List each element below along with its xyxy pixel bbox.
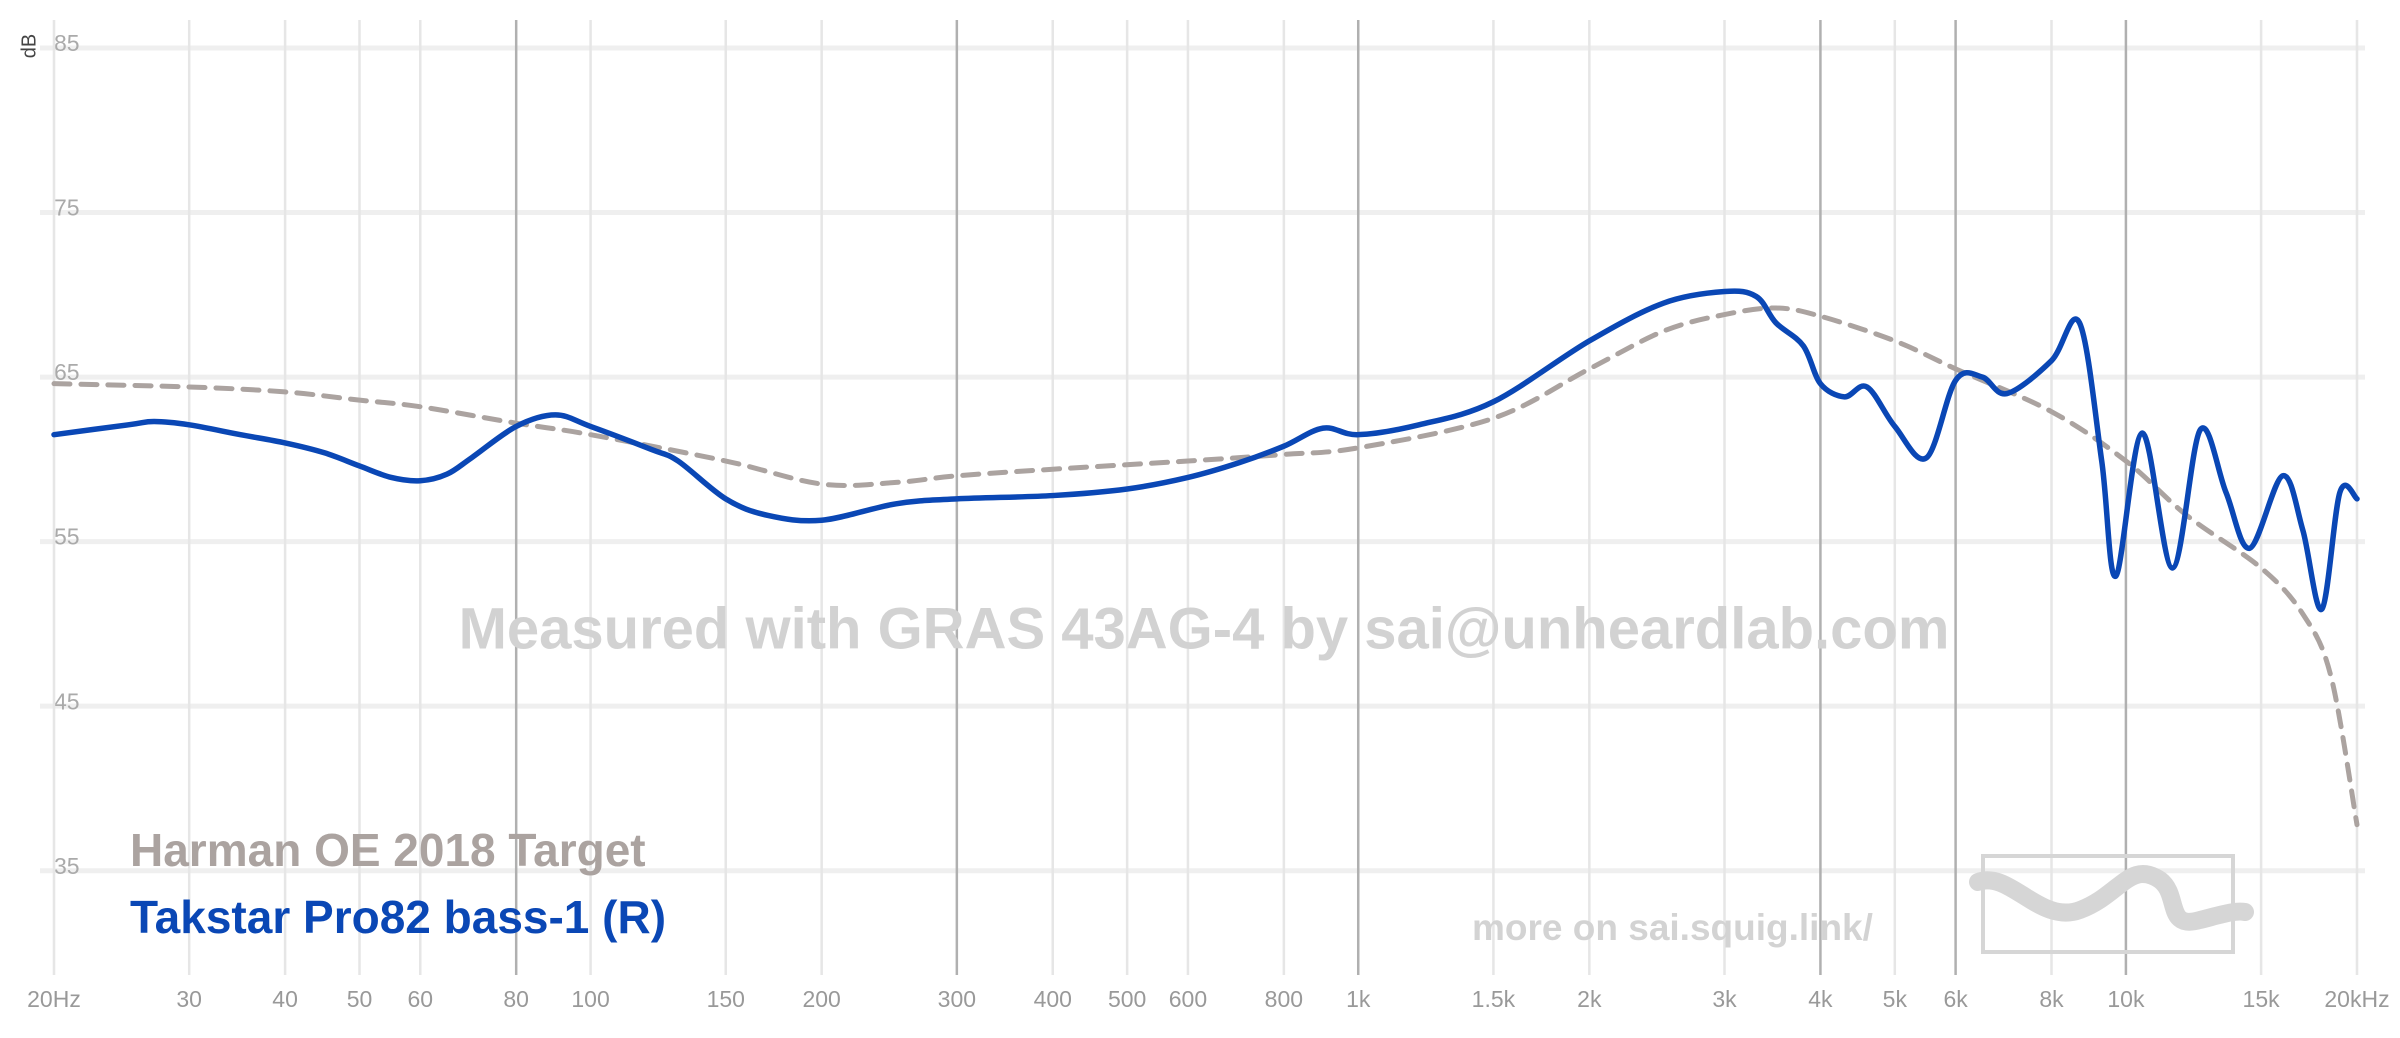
x-tick-label: 20Hz [27,986,81,1012]
legend: Harman OE 2018 Target Takstar Pro82 bass-… [130,824,666,943]
x-tick-label: 300 [938,986,976,1012]
y-tick-label: 65 [54,359,80,385]
x-tick-label: 6k [1943,986,1968,1012]
x-tick-label: 800 [1265,986,1303,1012]
series-line [51,288,2360,612]
legend-entry: Takstar Pro82 bass-1 (R) [130,891,666,943]
x-tick-label: 20kHz [2324,986,2389,1012]
x-tick-label: 600 [1169,986,1207,1012]
x-tick-label: 80 [503,986,529,1012]
x-tick-label: 500 [1108,986,1146,1012]
x-tick-label: 40 [272,986,298,1012]
x-tick-label: 8k [2039,986,2064,1012]
x-tick-label: 4k [1808,986,1833,1012]
x-tick-label: 1.5k [1472,986,1516,1012]
y-tick-label: 75 [54,195,80,221]
lines [51,288,2360,828]
x-tick-label: 400 [1034,986,1072,1012]
y-tick-label: 35 [54,853,80,879]
logo [1969,854,2254,954]
series-line [51,305,2360,828]
y-tick-label: 85 [54,30,80,56]
x-tick-label: 30 [176,986,202,1012]
footer-link: more on sai.squig.link/ [1472,907,1873,948]
x-tick-label: 10k [2107,986,2145,1012]
x-tick-label: 100 [571,986,609,1012]
x-tick-label: 3k [1712,986,1737,1012]
x-tick-label: 60 [407,986,433,1012]
y-axis-label: dB [18,34,40,58]
watermark: Measured with GRAS 43AG-4 by sai@unheard… [459,596,1950,661]
x-tick-label: 200 [802,986,840,1012]
y-tick-label: 55 [54,524,80,550]
x-tick-label: 15k [2243,986,2281,1012]
x-tick-label: 1k [1346,986,1371,1012]
x-tick-label: 50 [347,986,373,1012]
x-tick-label: 150 [707,986,745,1012]
x-tick-label: 2k [1577,986,1602,1012]
y-tick-label: 45 [54,688,80,714]
legend-entry: Harman OE 2018 Target [130,824,646,876]
x-tick-label: 5k [1883,986,1908,1012]
